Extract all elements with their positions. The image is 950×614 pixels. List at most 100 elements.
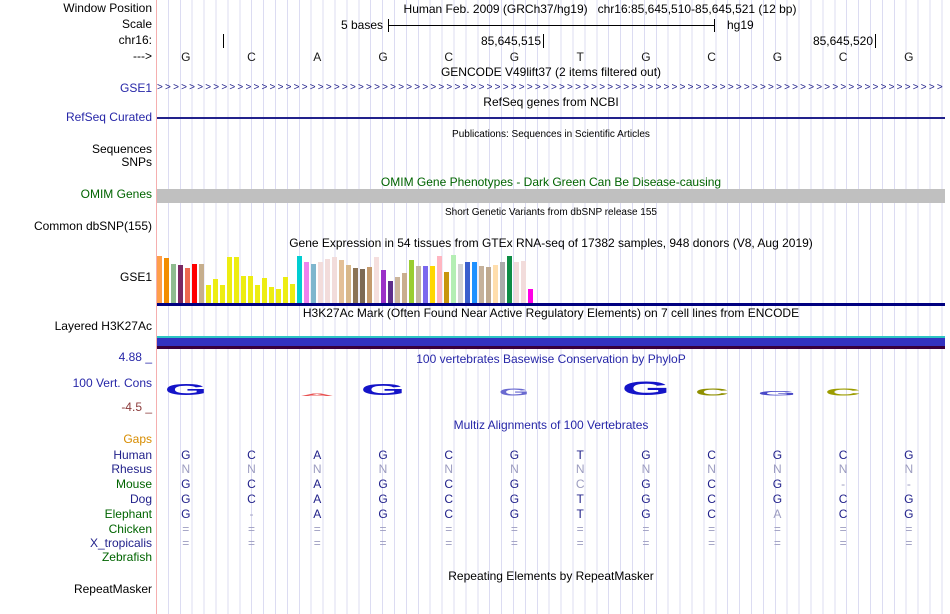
gencode-title: GENCODE V49lift37 (2 items filtered out) xyxy=(440,65,662,79)
svg-text:G: G xyxy=(622,381,670,396)
multiz-alignment-base: = xyxy=(708,522,716,536)
gtex-tissue-bar xyxy=(332,257,338,303)
multiz-alignment-base: C xyxy=(444,477,454,491)
refseq-title: RefSeq genes from NCBI xyxy=(483,95,619,109)
h3k27ac-title: H3K27Ac Mark (Often Found Near Active Re… xyxy=(302,306,800,320)
sequence-base: G xyxy=(904,50,914,64)
sequence-base: G xyxy=(772,50,783,64)
scale-bar xyxy=(388,25,714,26)
gtex-tissue-bar xyxy=(486,267,492,303)
multiz-alignment-base: G xyxy=(509,477,520,491)
ruler-tick[interactable] xyxy=(543,34,544,48)
gtex-tissue-bar xyxy=(255,284,261,303)
gtex-tissue-bar xyxy=(206,284,212,303)
conservation-logo-letter: A xyxy=(300,393,334,396)
multiz-species-label: Mouse xyxy=(115,477,152,491)
chromosome-label: chr16: xyxy=(118,33,152,47)
multiz-alignment-base: N xyxy=(904,462,914,476)
multiz-alignment-base: N xyxy=(773,462,782,476)
sequence-base: G xyxy=(509,50,520,64)
multiz-alignment-base: G xyxy=(181,448,191,462)
dbsnp-title: Short Genetic Variants from dbSNP releas… xyxy=(445,207,657,218)
gtex-tissue-bar xyxy=(521,260,527,303)
multiz-alignment-base: G xyxy=(378,507,388,521)
gtex-tissue-bar xyxy=(213,279,219,303)
gtex-tissue-bar xyxy=(199,263,205,303)
gtex-tissue-bar xyxy=(479,265,485,303)
omim-title: OMIM Gene Phenotypes - Dark Green Can Be… xyxy=(380,175,722,189)
snps-label: SNPs xyxy=(121,155,152,169)
multiz-alignment-base: G xyxy=(772,477,783,491)
multiz-alignment-base: = xyxy=(248,522,256,536)
multiz-alignment-base: T xyxy=(576,507,584,521)
multiz-alignment-base: = xyxy=(313,522,321,536)
gtex-tissue-bar xyxy=(528,288,534,303)
multiz-alignment-base: = xyxy=(510,522,518,536)
sequence-base: G xyxy=(641,50,651,64)
gtex-tissue-bar xyxy=(304,262,310,303)
multiz-alignment-base: G xyxy=(772,448,783,462)
ruler-position-1[interactable]: 85,645,515 xyxy=(480,34,541,48)
gtex-tissue-bar xyxy=(241,275,247,303)
conservation-logo-letter: G xyxy=(361,384,405,396)
gtex-tissue-bar xyxy=(171,263,177,303)
gtex-tissue-bar xyxy=(234,257,240,303)
multiz-alignment-base: = xyxy=(773,522,781,536)
multiz-alignment-base: G xyxy=(181,477,191,491)
multiz-alignment-base: - xyxy=(841,477,846,491)
conservation-min-label: -4.5 _ xyxy=(121,400,152,414)
conservation-logo-letter: C xyxy=(825,388,861,396)
multiz-alignment-base: C xyxy=(707,448,716,462)
gtex-tissue-bar xyxy=(290,283,296,303)
multiz-alignment-base: G xyxy=(641,477,651,491)
gencode-transcript-track[interactable]: >>>>>>>>>>>>>>>>>>>>>>>>>>>>>>>>>>>>>>>>… xyxy=(157,82,945,93)
gtex-tissue-bar xyxy=(444,271,450,303)
conservation-label: 100 Vert. Cons xyxy=(72,376,152,390)
multiz-species-label: Chicken xyxy=(108,522,152,536)
multiz-alignment-base: G xyxy=(378,448,388,462)
multiz-alignment-base: N xyxy=(181,462,191,476)
conservation-logo-letter: C xyxy=(695,388,729,396)
multiz-alignment-base: C xyxy=(838,507,848,521)
gtex-tissue-bar xyxy=(388,281,394,303)
multiz-alignment-base: = xyxy=(379,536,387,550)
h3k27ac-layered-track[interactable] xyxy=(157,336,945,349)
gtex-tissue-bar xyxy=(493,264,499,303)
multiz-title: Multiz Alignments of 100 Vertebrates xyxy=(453,418,649,432)
multiz-alignment-base: = xyxy=(313,536,321,550)
gtex-tissue-bar xyxy=(325,258,331,303)
multiz-alignment-base: A xyxy=(313,477,322,491)
multiz-alignment-base: G xyxy=(772,492,783,506)
gtex-tissue-bar xyxy=(514,262,520,303)
dbsnp-label: Common dbSNP(155) xyxy=(33,219,152,233)
omim-genes-label: OMIM Genes xyxy=(80,187,152,201)
multiz-alignment-base: G xyxy=(509,448,520,462)
ruler-position-2[interactable]: 85,645,520 xyxy=(812,34,873,48)
refseq-curated-track[interactable] xyxy=(157,117,945,119)
multiz-alignment-base: N xyxy=(575,462,585,476)
gtex-tissue-bar xyxy=(395,276,401,303)
gtex-tissue-bar xyxy=(437,256,443,303)
gtex-tissue-bar xyxy=(465,262,471,303)
svg-text:G: G xyxy=(499,388,529,396)
gtex-tissue-bar xyxy=(423,265,429,303)
omim-genes-track[interactable] xyxy=(157,189,945,203)
multiz-alignment-base: A xyxy=(313,507,322,521)
multiz-alignment-base: = xyxy=(445,522,453,536)
gtex-tissue-bar xyxy=(227,257,233,303)
multiz-alignment-base: G xyxy=(904,492,914,506)
scale-value: 5 bases xyxy=(340,18,383,32)
multiz-alignment-base: G xyxy=(378,477,388,491)
ruler-tick[interactable] xyxy=(223,34,224,48)
svg-text:G: G xyxy=(361,384,405,396)
multiz-alignment-base: G xyxy=(181,507,191,521)
conservation-max-label: 4.88 _ xyxy=(118,350,152,364)
h3k27ac-band-teal xyxy=(157,336,945,338)
multiz-alignment-base: = xyxy=(905,536,913,550)
multiz-alignment-base: C xyxy=(247,477,256,491)
ruler-tick[interactable] xyxy=(875,34,876,48)
multiz-alignment-base: G xyxy=(509,492,520,506)
gtex-tissue-bar xyxy=(339,259,345,303)
gtex-tissue-bar xyxy=(192,263,198,303)
gtex-tissue-bar xyxy=(311,263,317,303)
